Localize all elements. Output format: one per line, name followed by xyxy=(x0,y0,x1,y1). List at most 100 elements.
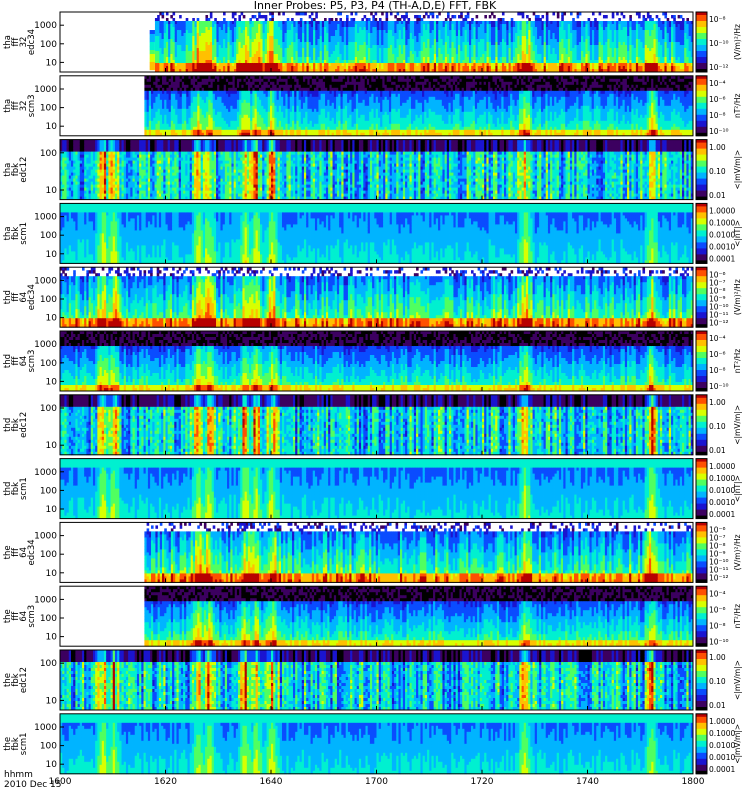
spectrogram-cell xyxy=(539,18,542,21)
spectrogram-cell xyxy=(287,18,290,21)
spectrogram-cell xyxy=(346,15,349,18)
spectrogram-cell xyxy=(612,15,615,18)
spectrogram-cell xyxy=(572,18,575,21)
spectrogram-cell xyxy=(241,12,244,15)
spectrogram-cell xyxy=(552,12,555,15)
spectrogram-cell xyxy=(243,15,246,18)
spectrogram-cell xyxy=(339,18,342,21)
spectrogram-cell xyxy=(157,15,160,18)
spectrogram-cell xyxy=(528,18,531,21)
spectrogram-cell xyxy=(427,15,430,18)
spectrogram-cell xyxy=(656,15,659,18)
spectrogram-cell xyxy=(533,12,536,15)
spectrogram-cell xyxy=(438,12,441,15)
spectrogram-cell xyxy=(403,18,406,21)
spectrogram-cell xyxy=(546,15,549,18)
spectrogram-cell xyxy=(522,15,525,18)
spectrogram-cell xyxy=(313,18,316,21)
spectrogram-cell xyxy=(162,15,165,18)
spectrogram-cell xyxy=(386,15,389,18)
spectrogram-cell xyxy=(546,12,549,15)
spectrogram-cell xyxy=(561,15,564,18)
spectrogram-cell xyxy=(432,15,435,18)
spectrogram-cell xyxy=(397,12,400,15)
spectrogram-cell xyxy=(375,18,378,21)
spectrogram-cell xyxy=(445,18,448,21)
spectrogram-cell xyxy=(421,18,424,21)
spectrogram-cell xyxy=(265,18,268,21)
spectrogram-cell xyxy=(234,18,237,21)
spectrogram-cell xyxy=(208,18,211,21)
spectrogram-cell xyxy=(278,12,281,15)
spectrogram-cell xyxy=(214,18,217,21)
spectrogram-cell xyxy=(350,12,353,15)
spectrogram-cell xyxy=(315,15,318,18)
spectrogram-cell xyxy=(491,12,494,15)
spectrogram-cell xyxy=(355,12,358,15)
spectrogram-cell xyxy=(561,18,564,21)
spectrogram-cell xyxy=(599,12,602,15)
spectrogram-cell xyxy=(381,12,384,15)
spectrogram-cell xyxy=(223,18,226,21)
spectrogram-cell xyxy=(588,18,591,21)
spectrogram-cell xyxy=(372,15,375,18)
spectrogram-cell xyxy=(658,18,661,21)
spectrogram-cell xyxy=(664,15,667,18)
spectrogram-cell xyxy=(249,18,252,21)
spectrogram-cell xyxy=(594,18,597,21)
spectrogram-cell xyxy=(537,15,540,18)
spectrogram-cell xyxy=(612,12,615,15)
spectrogram-cell xyxy=(375,12,378,15)
spectrogram-cell xyxy=(489,15,492,18)
spectrogram-cell xyxy=(460,12,463,15)
spectrogram-cell xyxy=(386,18,389,21)
spectrogram-cell xyxy=(557,15,560,18)
spectrogram-cell xyxy=(423,15,426,18)
spectrogram-cell xyxy=(577,15,580,18)
spectrogram-cell xyxy=(256,18,259,21)
spectrogram-cell xyxy=(467,15,470,18)
spectrogram-cell xyxy=(511,18,514,21)
spectrogram-cell xyxy=(258,12,261,15)
spectrogram-cell xyxy=(399,18,402,21)
spectrogram-cell xyxy=(324,18,327,21)
spectrogram-cell xyxy=(629,18,632,21)
spectrogram-cell xyxy=(304,12,307,15)
spectrogram-cell xyxy=(447,12,450,15)
spectrogram-cell xyxy=(311,12,314,15)
spectrogram-cell xyxy=(271,18,274,21)
spectrogram-cell xyxy=(605,15,608,18)
spectrogram-cell xyxy=(254,15,257,18)
spectrogram-cell xyxy=(394,15,397,18)
spectrogram-cell xyxy=(166,12,169,15)
panel-tha-fff-32-edc34: 100010010thafff32edc3410⁻⁸10⁻¹⁰10⁻¹²(V/m… xyxy=(3,12,742,72)
spectrogram-cell xyxy=(210,15,213,18)
spectrogram-cell xyxy=(331,18,334,21)
spectrogram-figure: 100010010thafff32edc3410⁻⁸10⁻¹⁰10⁻¹²(V/m… xyxy=(0,0,750,800)
spectrogram-cell xyxy=(386,12,389,15)
spectrogram-cell xyxy=(667,18,670,21)
spectrogram-cell xyxy=(346,18,349,21)
spectrogram-cell xyxy=(664,12,667,15)
spectrogram-cell xyxy=(522,12,525,15)
spectrogram-cell xyxy=(642,15,645,18)
spectrogram-cell xyxy=(170,15,173,18)
spectrogram-cell xyxy=(186,18,189,21)
spectrogram-cell xyxy=(368,18,371,21)
spectrogram-cell xyxy=(651,18,654,21)
spectrogram-cell xyxy=(370,12,373,15)
spectrogram-cell xyxy=(460,15,463,18)
spectrogram-cell xyxy=(390,12,393,15)
spectrogram-cell xyxy=(621,12,624,15)
spectrogram-cell xyxy=(502,18,505,21)
spectrogram-cell xyxy=(476,15,479,18)
spectrogram-cell xyxy=(623,15,626,18)
spectrogram-cell xyxy=(432,12,435,15)
spectrogram-cell xyxy=(379,18,382,21)
spectrogram-cell xyxy=(471,18,474,21)
spectrogram-cell xyxy=(205,15,208,18)
spectrogram-cell xyxy=(238,18,241,21)
spectrogram-cell xyxy=(335,18,338,21)
spectrogram-cell xyxy=(592,12,595,15)
spectrogram-cell xyxy=(484,15,487,18)
